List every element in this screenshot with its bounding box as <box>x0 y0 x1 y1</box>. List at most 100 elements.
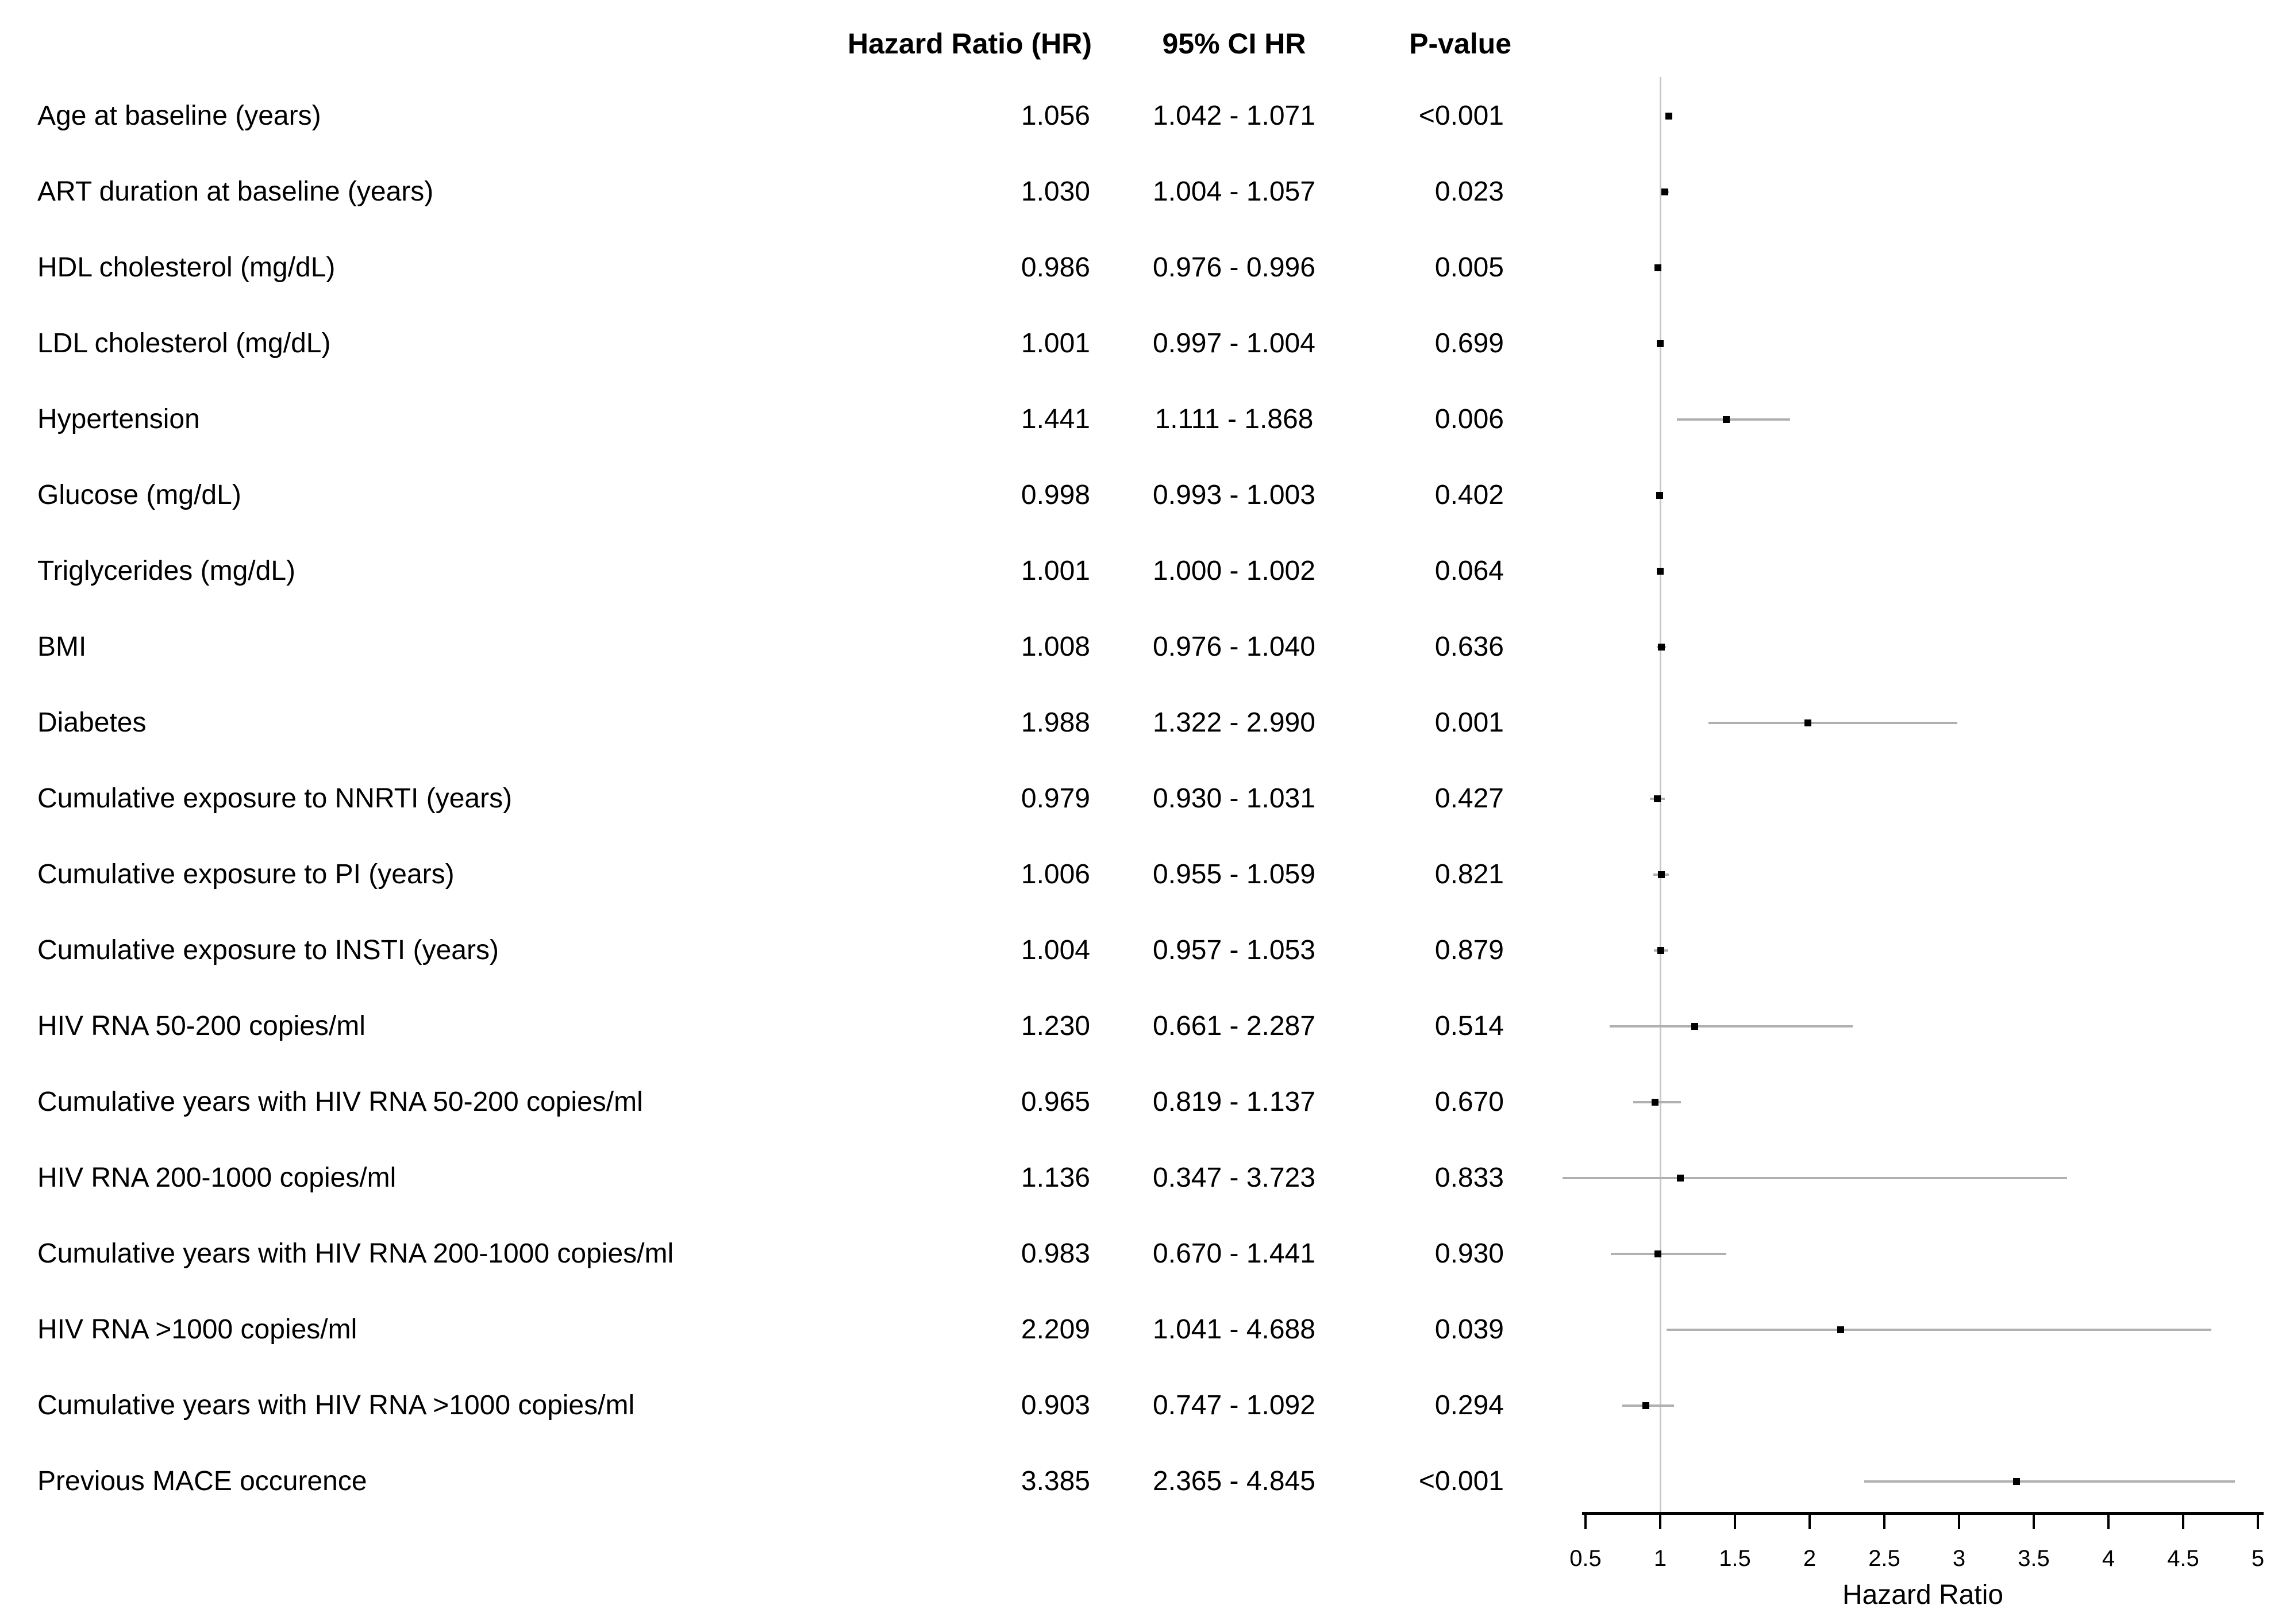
row-label: LDL cholesterol (mg/dL) <box>37 328 331 359</box>
point-marker <box>1656 492 1664 499</box>
point-marker <box>1657 947 1665 954</box>
ci-value: 1.111 - 1.868 <box>1155 404 1314 434</box>
point-marker <box>1654 264 1662 271</box>
p-value: 0.427 <box>1434 783 1504 814</box>
p-value: 0.006 <box>1434 404 1504 434</box>
x-axis-line <box>1582 1512 2264 1515</box>
x-axis-tick-label: 3.5 <box>2018 1546 2050 1571</box>
reference-line-hr-1 <box>1660 77 1661 1513</box>
row-label: Age at baseline (years) <box>37 101 321 131</box>
x-axis-tick-label: 2 <box>1803 1546 1817 1571</box>
row-label: Cumulative years with HIV RNA >1000 copi… <box>37 1390 635 1421</box>
row-label: Previous MACE occurence <box>37 1466 367 1496</box>
hr-value: 1.004 <box>1021 935 1090 965</box>
p-value: 0.930 <box>1434 1238 1504 1269</box>
x-axis-tick <box>1659 1514 1661 1529</box>
x-axis-tick-label: 1.5 <box>1719 1546 1751 1571</box>
point-marker <box>1657 340 1664 347</box>
p-value: 0.402 <box>1434 480 1504 510</box>
hr-value: 1.001 <box>1021 328 1090 359</box>
p-value: 0.879 <box>1434 935 1504 965</box>
hr-value: 0.965 <box>1021 1087 1090 1117</box>
x-axis-tick-label: 0.5 <box>1569 1546 1602 1571</box>
row-label: HDL cholesterol (mg/dL) <box>37 252 336 283</box>
point-marker <box>1657 568 1664 575</box>
x-axis-title: Hazard Ratio <box>1842 1580 2004 1610</box>
hr-value: 1.441 <box>1021 404 1090 434</box>
p-value: 0.833 <box>1434 1163 1504 1193</box>
hr-value: 2.209 <box>1021 1314 1090 1345</box>
row-label: HIV RNA 50-200 copies/ml <box>37 1011 365 1041</box>
ci-value: 0.997 - 1.004 <box>1153 328 1315 359</box>
hr-value: 0.979 <box>1021 783 1090 814</box>
column-header-ci: 95% CI HR <box>1162 28 1306 60</box>
point-marker <box>2013 1478 2021 1485</box>
row-label: BMI <box>37 632 87 662</box>
column-header-hazard-ratio: Hazard Ratio (HR) <box>847 28 1092 60</box>
hr-value: 1.001 <box>1021 556 1090 586</box>
x-axis-tick <box>2107 1514 2110 1529</box>
row-label: Diabetes <box>37 707 147 738</box>
point-marker <box>1653 795 1661 802</box>
ci-line <box>1708 722 1958 724</box>
p-value: 0.670 <box>1434 1087 1504 1117</box>
p-value: 0.636 <box>1434 632 1504 662</box>
point-marker <box>1661 188 1668 195</box>
point-marker <box>1651 1099 1658 1106</box>
point-marker <box>1691 1023 1698 1030</box>
ci-value: 0.347 - 3.723 <box>1153 1163 1315 1193</box>
p-value: 0.039 <box>1434 1314 1504 1345</box>
point-marker <box>1642 1402 1649 1409</box>
row-label: Cumulative exposure to PI (years) <box>37 859 455 890</box>
hr-value: 1.136 <box>1021 1163 1090 1193</box>
point-marker <box>1722 416 1730 423</box>
point-marker <box>1657 871 1665 878</box>
ci-value: 0.747 - 1.092 <box>1153 1390 1315 1421</box>
x-axis-tick-label: 4 <box>2102 1546 2115 1571</box>
ci-line <box>1609 1025 1853 1027</box>
row-label: HIV RNA >1000 copies/ml <box>37 1314 357 1345</box>
x-axis-tick <box>2033 1514 2035 1529</box>
row-label: Cumulative exposure to NNRTI (years) <box>37 783 513 814</box>
ci-value: 0.976 - 0.996 <box>1153 252 1315 283</box>
ci-line <box>1563 1177 2067 1179</box>
point-marker <box>1654 1250 1661 1257</box>
p-value: 0.294 <box>1434 1390 1504 1421</box>
x-axis-tick <box>1808 1514 1811 1529</box>
column-header-p-value: P-value <box>1409 28 1511 60</box>
x-axis-tick <box>1958 1514 1960 1529</box>
ci-value: 1.042 - 1.071 <box>1153 101 1315 131</box>
row-label: Glucose (mg/dL) <box>37 480 241 510</box>
ci-value: 0.661 - 2.287 <box>1153 1011 1315 1041</box>
hr-value: 1.006 <box>1021 859 1090 890</box>
hr-value: 1.988 <box>1021 707 1090 738</box>
x-axis-tick-label: 5 <box>2251 1546 2265 1571</box>
x-axis-tick <box>2257 1514 2259 1529</box>
hr-value: 0.903 <box>1021 1390 1090 1421</box>
x-axis-tick-label: 1 <box>1653 1546 1667 1571</box>
x-axis-tick-label: 3 <box>1952 1546 1966 1571</box>
p-value: 0.005 <box>1434 252 1504 283</box>
hr-value: 3.385 <box>1021 1466 1090 1496</box>
x-axis-tick <box>1883 1514 1885 1529</box>
x-axis-tick <box>1734 1514 1736 1529</box>
ci-value: 0.930 - 1.031 <box>1153 783 1315 814</box>
x-axis-tick-label: 2.5 <box>1868 1546 1900 1571</box>
ci-value: 0.819 - 1.137 <box>1153 1087 1315 1117</box>
hr-value: 0.998 <box>1021 480 1090 510</box>
p-value: 0.023 <box>1434 176 1504 207</box>
x-axis-tick <box>2182 1514 2184 1529</box>
hr-value: 1.056 <box>1021 101 1090 131</box>
row-label: Cumulative exposure to INSTI (years) <box>37 935 499 965</box>
ci-value: 0.955 - 1.059 <box>1153 859 1315 890</box>
p-value: <0.001 <box>1418 101 1504 131</box>
row-label: Triglycerides (mg/dL) <box>37 556 295 586</box>
row-label: Cumulative years with HIV RNA 200-1000 c… <box>37 1238 674 1269</box>
p-value: 0.821 <box>1434 859 1504 890</box>
point-marker <box>1677 1175 1684 1182</box>
row-label: Cumulative years with HIV RNA 50-200 cop… <box>37 1087 643 1117</box>
p-value: 0.001 <box>1434 707 1504 738</box>
hr-value: 1.008 <box>1021 632 1090 662</box>
ci-line <box>1864 1480 2235 1483</box>
